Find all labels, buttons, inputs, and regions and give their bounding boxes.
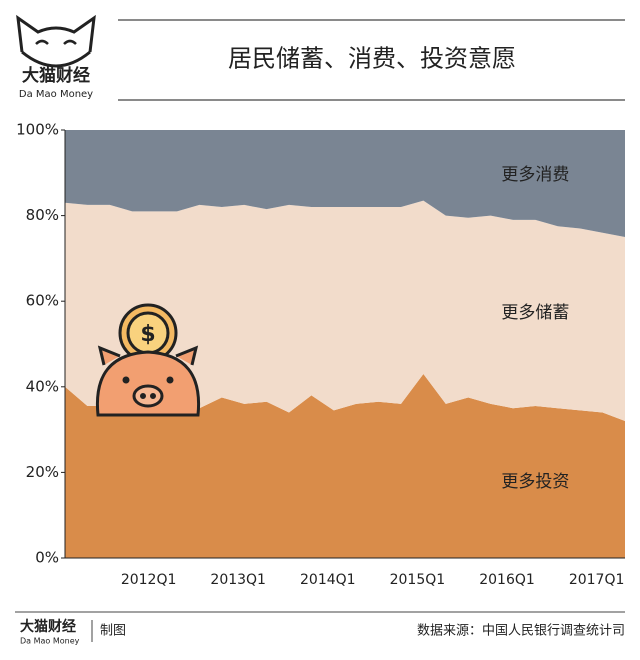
brand-en: Da Mao Money — [19, 89, 93, 100]
credit: 制图 — [100, 624, 126, 639]
y-tick-label: 20% — [26, 463, 59, 481]
x-tick-label: 2015Q1 — [390, 572, 446, 588]
x-tick-label: 2012Q1 — [121, 572, 177, 588]
x-tick-label: 2017Q1 — [569, 572, 625, 588]
y-tick-label: 40% — [26, 377, 59, 395]
source: 数据来源：中国人民银行调查统计司 — [417, 624, 625, 639]
series-label: 更多消费 — [501, 165, 569, 185]
y-tick-label: 60% — [26, 292, 59, 310]
plot: 更多投资 更多储蓄 更多消费 0% 20% 40% 60% 80% 100% 2012Q1 2013… — [16, 121, 625, 588]
footer-brand: 大猫财经 — [20, 618, 76, 635]
x-tick-label: 2016Q1 — [479, 572, 535, 588]
y-tick-label: 0% — [35, 549, 59, 567]
y-tick-label: 80% — [26, 206, 59, 224]
piggy-bank: $ — [95, 303, 201, 417]
area — [65, 130, 625, 237]
x-tick-label: 2014Q1 — [300, 572, 356, 588]
chart-title: 居民储蓄、消费、投资意愿 — [228, 45, 516, 73]
x-tick-label: 2013Q1 — [210, 572, 266, 588]
series-label: 更多投资 — [501, 472, 569, 492]
series-label: 更多储蓄 — [501, 303, 569, 323]
brand: 大猫财经 — [22, 65, 90, 86]
logo — [16, 14, 96, 68]
coin-symbol: $ — [140, 322, 155, 347]
area — [65, 200, 625, 422]
y-tick-label: 100% — [16, 121, 59, 139]
area — [65, 373, 625, 558]
footer-brand-en: Da Mao Money — [20, 637, 80, 646]
